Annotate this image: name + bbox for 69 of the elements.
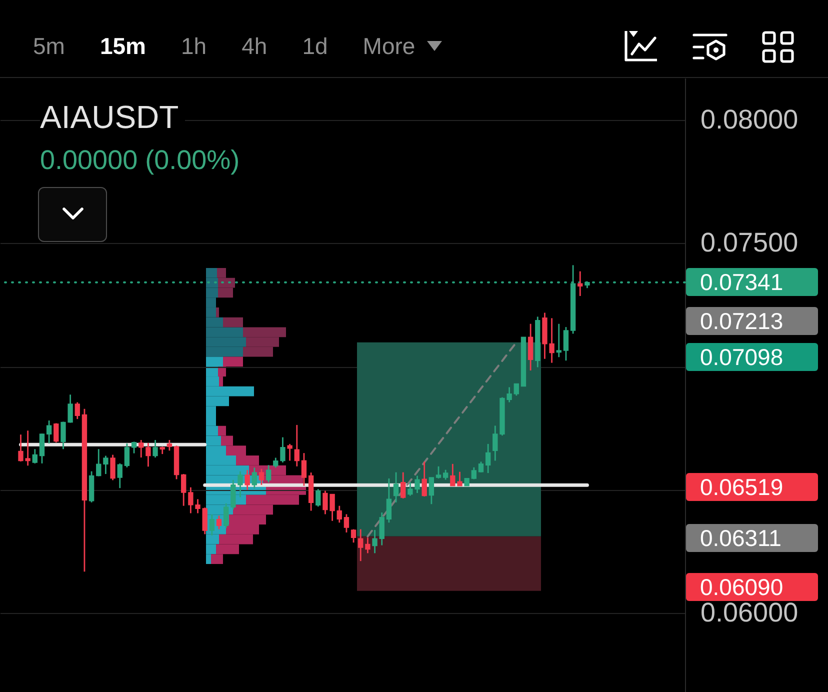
- candlestick: [578, 270, 583, 297]
- text: 0.06311: [686, 524, 818, 552]
- candlestick: [124, 442, 130, 468]
- candlestick: [146, 442, 151, 468]
- candlestick: [216, 514, 222, 530]
- candlestick: [280, 436, 286, 464]
- bar: [223, 317, 243, 328]
- candlestick: [528, 323, 534, 372]
- candlestick: [117, 462, 122, 489]
- candlestick: [336, 505, 342, 524]
- candlestick: [244, 469, 250, 490]
- candlestick: [39, 432, 45, 464]
- candlestick: [422, 460, 427, 498]
- candlestick: [54, 422, 59, 444]
- candlestick: [287, 443, 292, 462]
- candlestick: [393, 472, 399, 504]
- candlestick: [110, 454, 116, 481]
- candlestick: [258, 468, 264, 486]
- candlestick: [428, 476, 434, 505]
- candlestick: [209, 514, 215, 536]
- candlestick: [301, 452, 307, 487]
- candlestick: [252, 466, 258, 490]
- text: 0.07213: [686, 307, 818, 335]
- candlestick: [273, 457, 278, 468]
- y-tick-label: 0.08000: [700, 104, 798, 134]
- candlestick: [350, 528, 356, 544]
- candlestick: [442, 469, 448, 480]
- candlestick: [223, 502, 229, 529]
- text: 1d: [302, 32, 328, 61]
- candlestick: [379, 512, 384, 546]
- text: 0.07098: [686, 343, 818, 371]
- candlestick: [138, 439, 144, 458]
- candlestick: [96, 448, 102, 477]
- candlestick: [436, 466, 442, 480]
- text: 0.06090: [686, 573, 818, 601]
- text: 0.00000 (0.00%): [40, 144, 240, 177]
- candlestick: [344, 514, 350, 534]
- text: 1h: [181, 32, 207, 61]
- candlestick: [358, 528, 364, 562]
- candlestick: [266, 464, 272, 484]
- candlestick: [386, 478, 392, 524]
- text: 5m: [33, 32, 65, 61]
- text: 15m: [100, 32, 146, 61]
- candlestick: [316, 488, 321, 508]
- candlestick: [365, 536, 370, 554]
- candlestick: [152, 439, 158, 458]
- candlestick: [478, 460, 484, 473]
- candlestick: [166, 439, 172, 452]
- candlestick: [563, 326, 569, 362]
- candlestick: [74, 402, 80, 420]
- text: 4h: [242, 32, 268, 61]
- line-series: [366, 341, 518, 538]
- candlestick: [485, 443, 491, 474]
- candlestick: [294, 424, 300, 468]
- candlestick: [372, 529, 378, 554]
- ref-line-label: 0.07341: [686, 268, 818, 296]
- candlestick: [181, 473, 186, 507]
- candlestick: [46, 420, 52, 444]
- candlestick: [514, 383, 519, 396]
- y-tick-label: 0.07500: [700, 228, 798, 258]
- text: 0.06519: [686, 473, 818, 501]
- text: AIAUSDT: [40, 97, 185, 137]
- candlestick: [103, 455, 108, 475]
- bar: [216, 307, 219, 318]
- candlestick: [131, 441, 137, 454]
- candlestick: [400, 472, 406, 500]
- candlestick: [556, 323, 562, 358]
- text: More: [362, 32, 416, 61]
- candlestick: [32, 448, 38, 464]
